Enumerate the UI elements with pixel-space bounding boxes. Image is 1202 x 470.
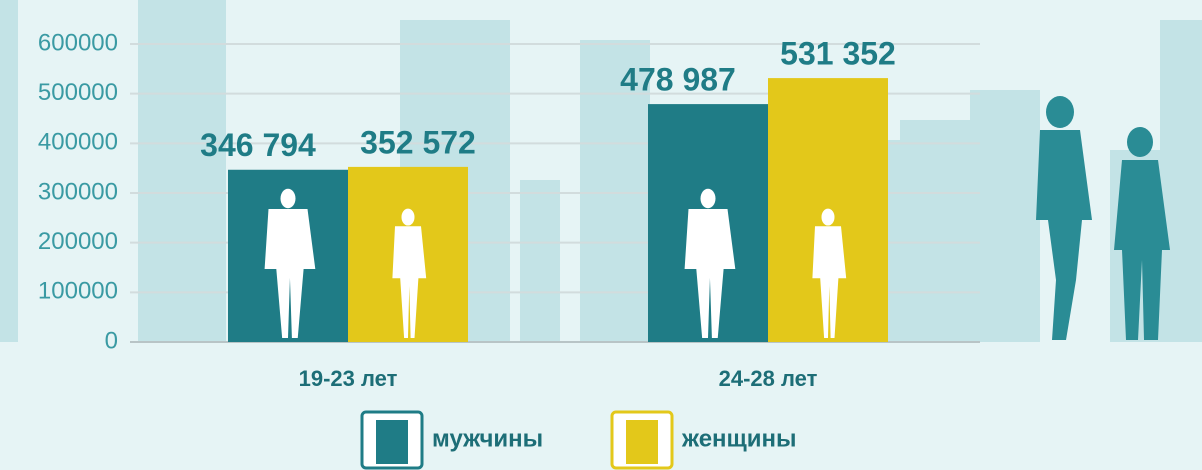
category-label: 19-23 лет <box>299 366 398 391</box>
value-label: 531 352 <box>780 36 896 72</box>
y-tick-label: 200000 <box>38 228 118 255</box>
value-label: 352 572 <box>360 124 476 160</box>
legend-label: женщины <box>681 425 797 452</box>
legend-icon <box>626 420 658 464</box>
legend: мужчины женщины <box>360 410 797 470</box>
person-icon <box>264 188 316 338</box>
value-label: 346 794 <box>200 127 316 163</box>
skyline <box>0 0 1202 342</box>
y-tick-label: 0 <box>105 327 118 354</box>
y-tick-label: 500000 <box>38 79 118 106</box>
y-tick-label: 100000 <box>38 278 118 305</box>
y-tick-label: 300000 <box>38 178 118 205</box>
y-tick-label: 400000 <box>38 129 118 156</box>
legend-icon <box>376 420 408 464</box>
y-tick-label: 600000 <box>38 29 118 56</box>
legend-label: мужчины <box>432 425 543 452</box>
person-icon <box>392 208 427 338</box>
silhouettes <box>1036 96 1170 340</box>
person-icon <box>684 188 736 338</box>
person-icon <box>812 208 847 338</box>
category-label: 24-28 лет <box>719 366 818 391</box>
value-label: 478 987 <box>620 62 736 98</box>
